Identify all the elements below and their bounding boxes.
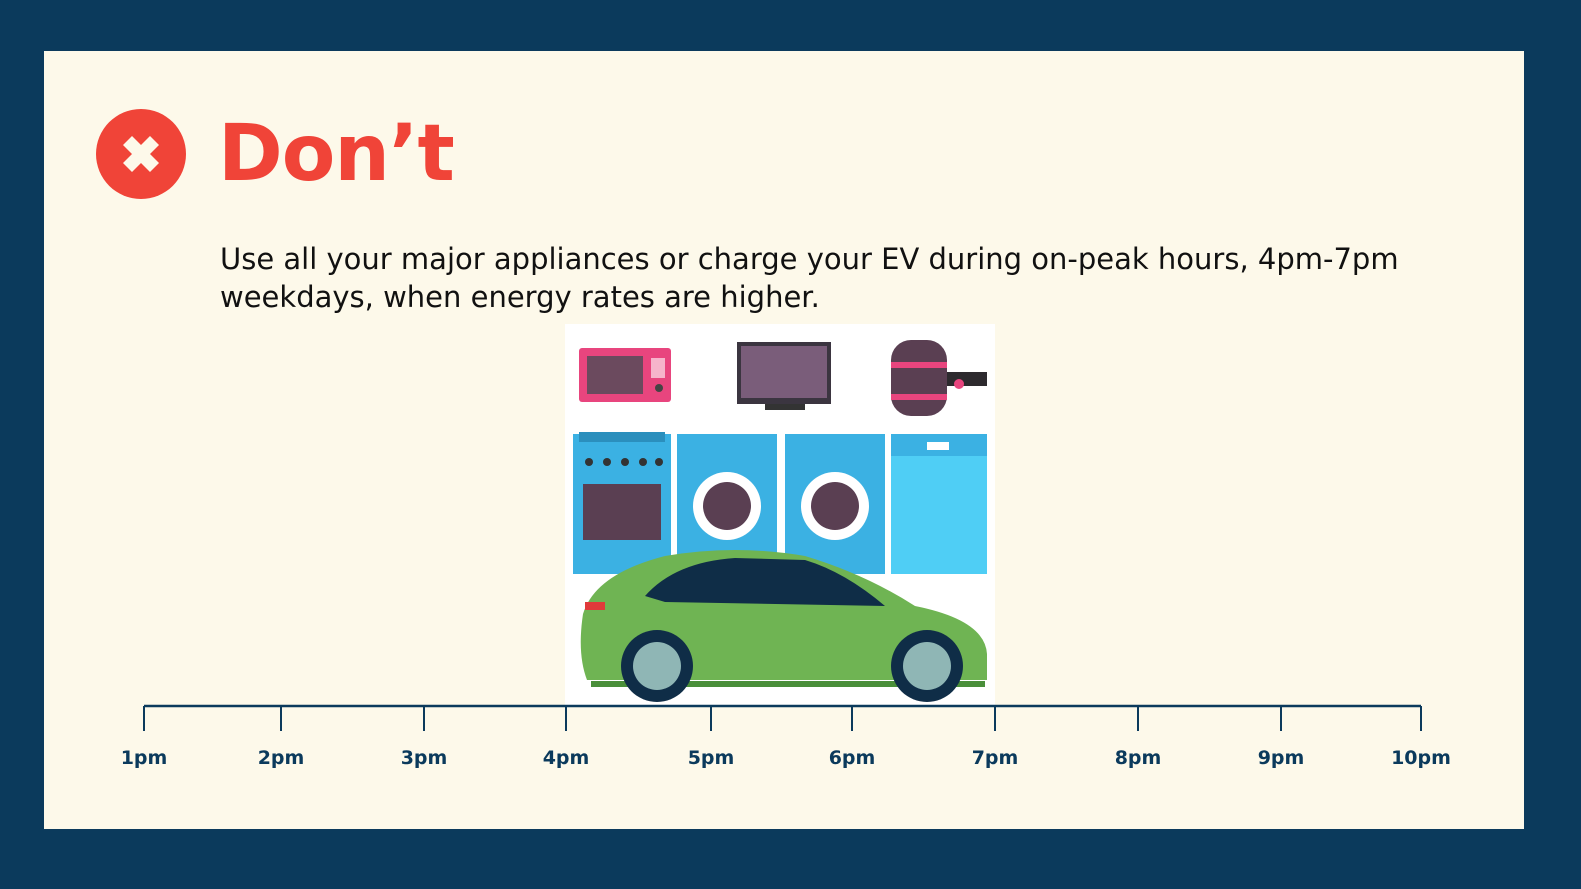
television-icon (737, 342, 831, 410)
x-circle-icon (96, 109, 186, 199)
timeline-label: 6pm (828, 747, 876, 769)
timeline-label: 4pm (542, 747, 590, 769)
electric-car-icon (580, 550, 987, 702)
dryer-icon (785, 434, 885, 574)
timeline-label: 9pm (1257, 747, 1305, 769)
timeline-label: 5pm (687, 747, 735, 769)
timeline-label: 8pm (1114, 747, 1162, 769)
water-heater-icon (891, 340, 987, 416)
timeline-label: 3pm (400, 747, 448, 769)
dishwasher-icon (891, 434, 987, 574)
timeline-label: 10pm (1391, 747, 1451, 769)
timeline-label: 2pm (257, 747, 305, 769)
oven-icon (573, 432, 671, 574)
microwave-icon (579, 348, 671, 402)
timeline-label: 7pm (971, 747, 1019, 769)
appliances-illustration (565, 324, 995, 705)
timeline-label: 1pm (120, 747, 168, 769)
description: Use all your major appliances or charge … (220, 242, 1399, 314)
page-title: Don’t (218, 109, 455, 199)
